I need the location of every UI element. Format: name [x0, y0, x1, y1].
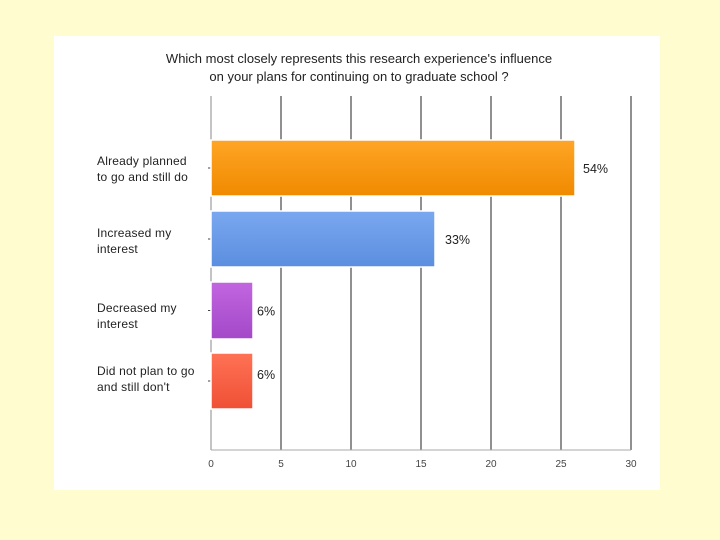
- bar: [210, 139, 576, 197]
- bar: [210, 210, 436, 268]
- category-label-line: interest: [97, 242, 138, 256]
- chart-title-line-1: Which most closely represents this resea…: [165, 51, 553, 66]
- data-label: 33%: [445, 233, 470, 247]
- chart-title-line-2: on your plans for continuing on to gradu…: [209, 69, 509, 84]
- category-label-decreased-interest: Decreased my interest: [97, 300, 209, 332]
- category-label-line: to go and still do: [97, 170, 188, 184]
- bar: [210, 281, 254, 340]
- data-label: 6%: [257, 305, 275, 319]
- data-label: 6%: [257, 368, 275, 382]
- x-tick-label: 30: [625, 459, 637, 470]
- x-tick-label: 20: [485, 459, 497, 470]
- category-label-line: interest: [97, 317, 138, 331]
- category-label-did-not-plan: Did not plan to go and still don't: [97, 363, 209, 395]
- category-label-line: Did not plan to go: [97, 364, 195, 378]
- category-label-already-planned: Already planned to go and still do: [97, 153, 209, 185]
- category-label-line: and still don't: [97, 380, 170, 394]
- bar: [210, 352, 254, 410]
- data-label: 54%: [583, 162, 608, 176]
- category-label-line: Decreased my: [97, 301, 177, 315]
- category-label-line: Increased my: [97, 226, 172, 240]
- x-tick-label: 0: [208, 459, 214, 470]
- category-label-increased-interest: Increased my interest: [97, 225, 209, 257]
- x-tick-label: 25: [555, 459, 567, 470]
- x-tick-label: 15: [415, 459, 427, 470]
- category-label-line: Already planned: [97, 154, 187, 168]
- x-tick-label: 5: [278, 459, 284, 470]
- chart-title: Which most closely represents this resea…: [56, 50, 662, 86]
- x-tick-label: 10: [345, 459, 357, 470]
